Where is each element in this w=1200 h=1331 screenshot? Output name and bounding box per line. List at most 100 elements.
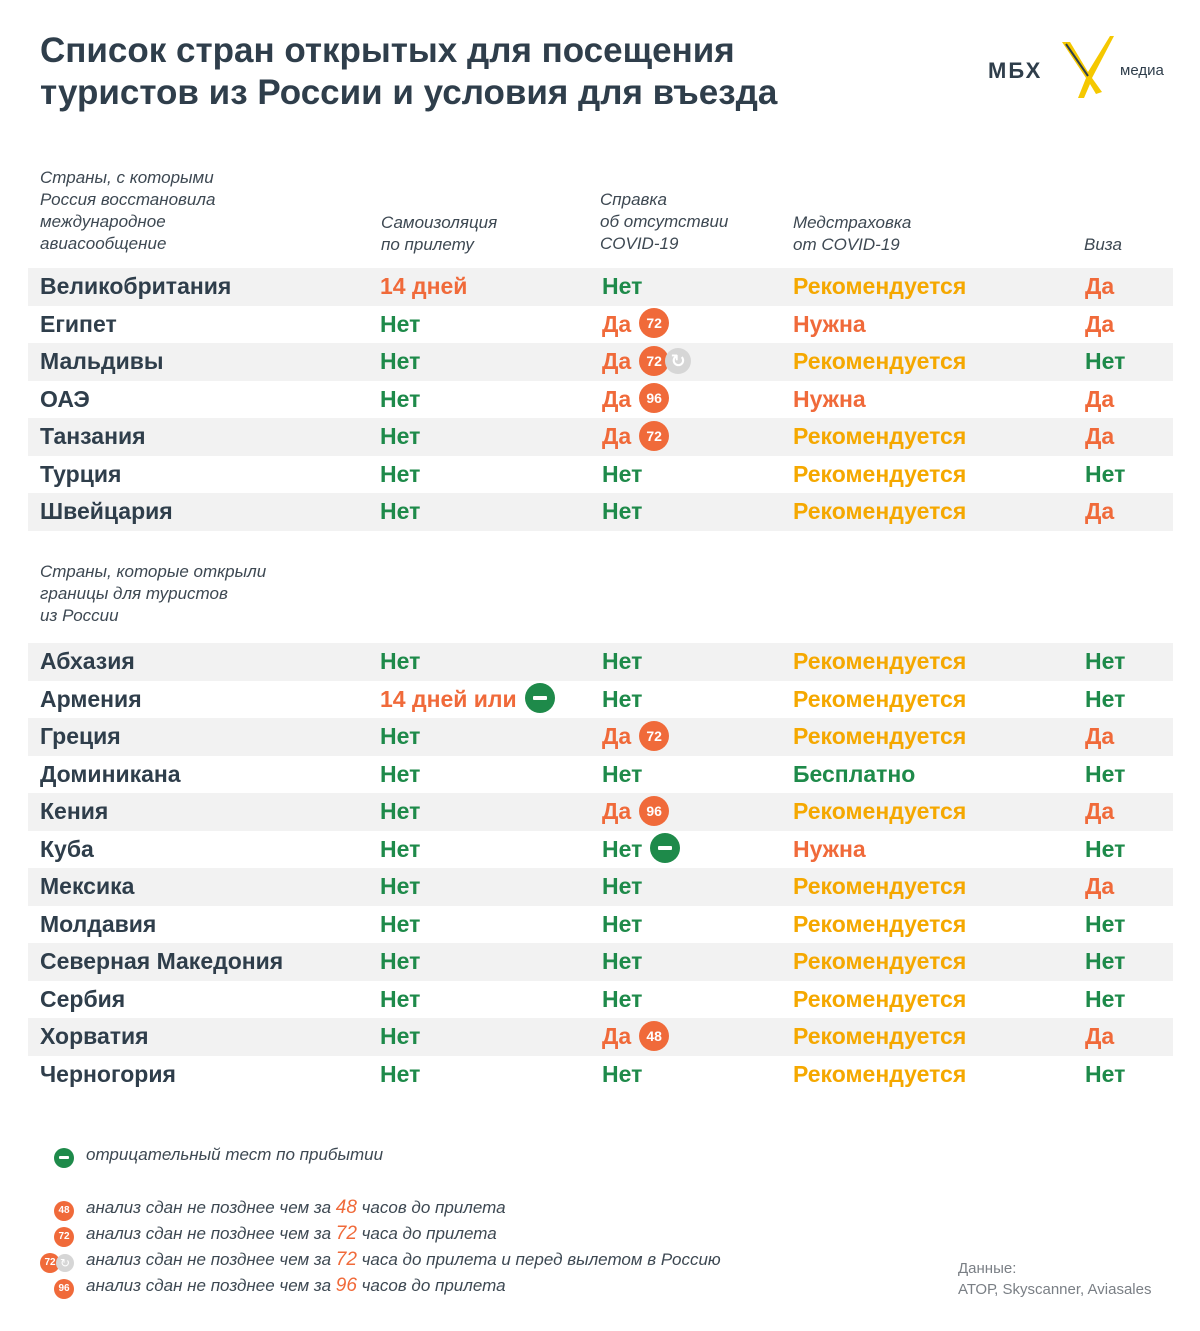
test-cell: Нет [602,643,642,681]
hours-badge: 96 [639,795,670,826]
isolation-cell: Нет [380,981,420,1019]
visa-value: Нет [1085,910,1126,937]
table-row: Армения 14 дней или Нет Рекомендуется Нет [28,681,1173,719]
test-cell: Нет [602,493,642,531]
insurance-value: Нужна [793,835,866,862]
group2-header: Страны, которые открыли границы для тури… [40,561,266,627]
table-row: Великобритания 14 дней Нет Рекомендуется Да [28,268,1173,306]
test-value: Да [602,310,632,337]
isolation-value: Нет [380,873,421,899]
country-name: Мексика [40,873,135,899]
legend-hours: 48 [335,1197,357,1218]
test-value: Нет [602,1060,643,1087]
insurance-value: Рекомендуется [793,685,967,712]
country-name: Куба [40,835,94,862]
country-name: Египет [40,310,117,337]
table-row: Танзания Нет Да 72 Рекомендуется Да [28,418,1173,456]
visa-value: Нет [1085,648,1126,674]
isolation-cell: Нет [380,1056,420,1094]
legend-hours: 72 [335,1249,357,1270]
insurance-value: Рекомендуется [793,1023,967,1049]
isolation-value: Нет [380,1060,421,1087]
test-value: Нет [602,685,643,712]
insurance-value: Рекомендуется [793,460,967,487]
group2-table: Абхазия Нет Нет Рекомендуется Нет Армения 14 д… [28,643,1173,1093]
isolation-value: Нет [380,460,421,487]
visa-value: Нет [1085,835,1126,862]
visa-value: Да [1085,873,1115,899]
table-row: Молдавия Нет Нет Рекомендуется Нет [28,906,1173,944]
isolation-cell: Нет [380,906,420,944]
test-value: Да [602,798,632,824]
hours-badge: 72 [639,345,670,376]
header-line: границы для туристов [40,584,228,603]
test-value: Нет [602,648,643,674]
visa-value: Нет [1085,348,1126,374]
test-header: Справка об отсутствии COVID-19 [600,189,728,255]
header-line: Справка [600,190,667,209]
visa-value: Да [1085,723,1115,749]
minus-circle-icon [54,1147,74,1168]
insurance-header: Медстраховка от COVID-19 [793,212,911,256]
group1-header: Страны, с которыми Россия восстановила м… [40,167,215,255]
visa-value: Да [1085,1023,1115,1049]
header-line: COVID-19 [600,234,679,253]
isolation-value: Нет [380,498,421,524]
test-cell: Да 72 ↻ [602,343,692,381]
isolation-value: Нет [380,648,421,674]
header-line: авиасообщение [40,234,167,253]
test-value: Да [602,385,632,412]
isolation-cell: Нет [380,456,420,494]
table-row: Хорватия Нет Да 48 Рекомендуется Да [28,1018,1173,1056]
table-row: Мальдивы Нет Да 72 ↻ Рекомендуется Нет [28,343,1173,381]
country-name: Великобритания [40,273,232,299]
country-name: ОАЭ [40,385,90,412]
isolation-value: 14 дней или [380,685,517,712]
isolation-cell: Нет [380,306,420,344]
insurance-value: Рекомендуется [793,1060,967,1087]
test-value: Нет [602,985,643,1012]
test-value: Нет [602,460,643,487]
test-cell: Да 72 [602,306,670,344]
header-line: из России [40,606,119,625]
header-line: Медстраховка [793,213,912,232]
isolation-header: Самоизоляция по прилету [381,212,497,256]
isolation-cell: Нет [380,718,420,756]
legend-text-post: часа до прилета и перед вылетом в Россию [356,1250,721,1269]
table-row: Швейцария Нет Нет Рекомендуется Да [28,493,1173,531]
isolation-value: Нет [380,910,421,937]
insurance-value: Рекомендуется [793,348,967,374]
table-row: Черногория Нет Нет Рекомендуется Нет [28,1056,1173,1094]
legend-hours: 72 [335,1223,357,1244]
insurance-value: Рекомендуется [793,423,967,449]
isolation-value: 14 дней [380,273,468,299]
visa-value: Да [1085,273,1115,299]
test-cell: Нет [602,981,642,1019]
visa-header: Виза [1084,235,1122,254]
visa-value: Да [1085,385,1115,412]
table-row: Куба Нет Нет Нужна Нет [28,831,1173,869]
test-value: Нет [602,948,643,974]
test-value: Да [602,348,632,374]
visa-value: Нет [1085,460,1126,487]
test-cell: Нет [602,756,642,794]
test-cell: Нет [602,681,642,719]
header-line: Самоизоляция [381,213,498,232]
table-row: Северная Македония Нет Нет Рекомендуется Нет [28,943,1173,981]
isolation-cell: Нет [380,868,420,906]
insurance-value: Рекомендуется [793,648,967,674]
country-name: Молдавия [40,910,157,937]
insurance-value: Рекомендуется [793,873,967,899]
isolation-value: Нет [380,423,421,449]
test-cell: Да 48 [602,1018,670,1056]
country-name: Турция [40,460,122,487]
table-row: Сербия Нет Нет Рекомендуется Нет [28,981,1173,1019]
country-name: Швейцария [40,498,173,524]
insurance-value: Рекомендуется [793,723,967,749]
table-row: Мексика Нет Нет Рекомендуется Да [28,868,1173,906]
country-name: Абхазия [40,648,135,674]
isolation-value: Нет [380,798,421,824]
isolation-cell: Нет [380,793,420,831]
isolation-cell: Нет [380,1018,420,1056]
hours-badge: 72 [54,1226,74,1247]
